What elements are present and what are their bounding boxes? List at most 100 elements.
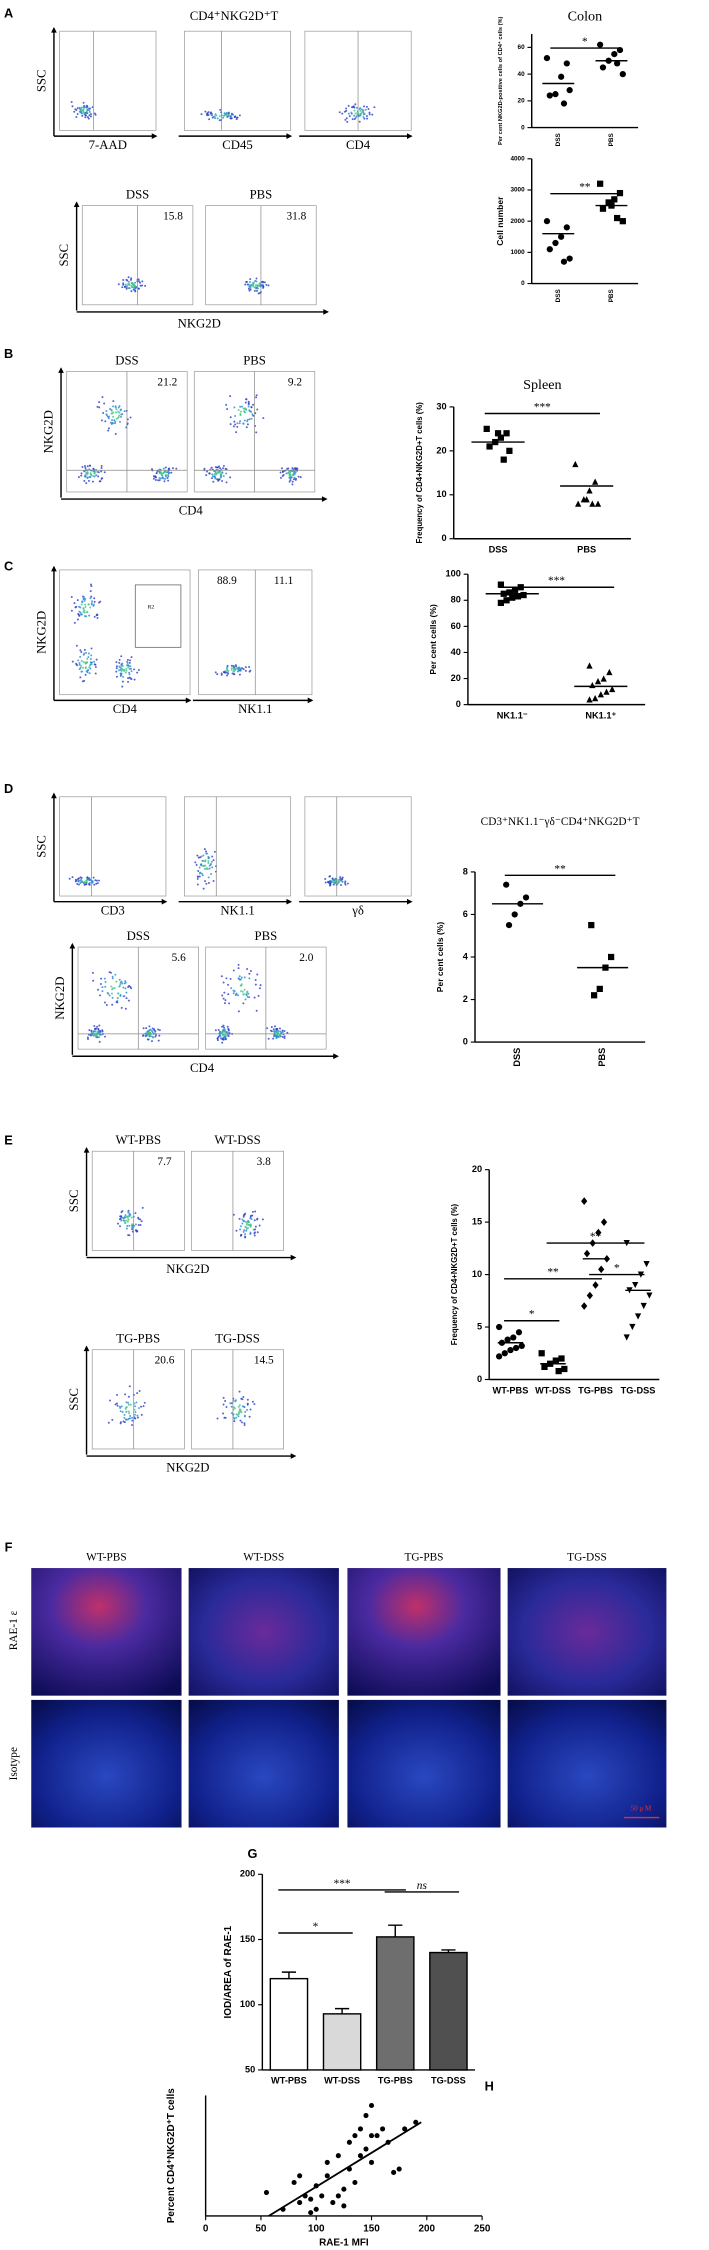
arrow-head bbox=[406, 133, 413, 139]
flow-event bbox=[234, 668, 237, 671]
flow-event bbox=[247, 283, 250, 286]
flow-event bbox=[163, 480, 166, 483]
flow-event bbox=[235, 431, 238, 434]
flow-event bbox=[245, 994, 248, 997]
flow-event bbox=[95, 658, 98, 661]
data-point bbox=[634, 1313, 642, 1320]
flow-event bbox=[248, 665, 251, 668]
flow-event bbox=[259, 984, 262, 987]
panel-letter: B bbox=[4, 346, 13, 361]
arrow-head bbox=[333, 1053, 339, 1060]
data-point bbox=[560, 100, 568, 107]
flow-event bbox=[214, 476, 217, 479]
flow-event bbox=[273, 1034, 276, 1037]
flow-event bbox=[120, 1006, 123, 1009]
bar bbox=[269, 1977, 309, 2071]
flow-event bbox=[133, 678, 136, 681]
x-tick-label: WT-PBS bbox=[271, 2076, 307, 2086]
flow-event bbox=[283, 1037, 286, 1040]
data-point bbox=[586, 487, 593, 494]
flow-event bbox=[221, 1030, 224, 1033]
flow-event bbox=[207, 862, 210, 864]
x-axis-label: RAE-1 MFI bbox=[319, 2238, 369, 2249]
flow-event bbox=[86, 1036, 89, 1039]
flow-event bbox=[90, 663, 93, 666]
flow-event bbox=[233, 666, 236, 669]
flow-event bbox=[89, 657, 92, 660]
data-point bbox=[586, 1291, 593, 1300]
flow-event bbox=[201, 859, 204, 862]
flow-event bbox=[164, 466, 167, 469]
data-point bbox=[513, 1344, 520, 1352]
flow-event bbox=[206, 112, 209, 115]
flow-event bbox=[272, 1037, 275, 1040]
flow-event bbox=[212, 879, 215, 882]
flow-event bbox=[126, 1216, 129, 1219]
flow-event bbox=[86, 611, 89, 614]
flow-event bbox=[123, 410, 126, 413]
flow-event bbox=[128, 676, 131, 679]
flow-event bbox=[213, 473, 216, 476]
flow-event bbox=[330, 880, 333, 883]
gate-percent: 9.2 bbox=[288, 376, 302, 388]
data-point bbox=[589, 681, 596, 689]
gate-name: R2 bbox=[148, 605, 155, 611]
flow-event bbox=[70, 596, 73, 599]
flow-event bbox=[86, 476, 89, 479]
flow-event bbox=[127, 999, 130, 1002]
flow-event bbox=[215, 114, 218, 117]
flow-event bbox=[285, 472, 288, 475]
x-tick-label: TG-DSS bbox=[431, 2076, 466, 2086]
flow-event bbox=[234, 423, 237, 426]
flow-event bbox=[92, 1030, 95, 1033]
flow-event bbox=[84, 603, 87, 606]
flow-event bbox=[196, 883, 199, 886]
flow-event bbox=[84, 651, 87, 654]
flow-event bbox=[115, 667, 118, 670]
flow-event bbox=[239, 1228, 242, 1231]
data-point bbox=[483, 425, 490, 432]
flow-event bbox=[207, 881, 210, 884]
data-point bbox=[560, 258, 568, 265]
flow-event bbox=[78, 108, 81, 111]
flow-event bbox=[159, 472, 162, 475]
flow-event bbox=[238, 1408, 241, 1411]
flow-event bbox=[155, 472, 158, 475]
data-point bbox=[346, 2139, 352, 2145]
flow-event bbox=[196, 875, 199, 878]
flow-event bbox=[140, 1413, 143, 1416]
flow-event bbox=[286, 467, 289, 470]
flow-event bbox=[128, 671, 131, 674]
data-point bbox=[522, 894, 530, 901]
y-axis-label: Cell number bbox=[495, 196, 505, 246]
flow-event bbox=[90, 603, 93, 606]
flow-event bbox=[164, 475, 167, 478]
y-tick-label: 3000 bbox=[510, 187, 525, 194]
data-point bbox=[546, 246, 553, 253]
flow-event bbox=[253, 286, 256, 289]
flow-event bbox=[283, 1030, 286, 1033]
flow-event bbox=[86, 661, 89, 664]
data-point bbox=[558, 233, 565, 240]
flow-event bbox=[198, 866, 201, 869]
flow-event bbox=[120, 1215, 123, 1218]
data-point bbox=[503, 430, 510, 437]
flow-event bbox=[96, 405, 99, 408]
flow-event bbox=[243, 988, 246, 991]
flow-event bbox=[127, 276, 130, 279]
data-point bbox=[515, 1329, 523, 1336]
flow-event bbox=[94, 879, 97, 882]
column-label: TG-PBS bbox=[404, 1552, 443, 1564]
flow-event bbox=[99, 994, 102, 997]
y-axis-label: IOD/AREA of RAE-1 bbox=[223, 1925, 234, 2018]
flow-event bbox=[138, 280, 141, 283]
tissue-image bbox=[507, 1699, 667, 1828]
x-tick-label: PBS bbox=[577, 545, 596, 555]
data-point bbox=[643, 1260, 650, 1268]
flow-event bbox=[87, 877, 90, 880]
flow-event bbox=[209, 863, 212, 866]
x-tick-label: WT-PBS bbox=[493, 1385, 529, 1395]
data-point bbox=[413, 2119, 419, 2125]
x-tick-label: 0 bbox=[203, 2223, 209, 2234]
flow-event bbox=[123, 285, 126, 288]
